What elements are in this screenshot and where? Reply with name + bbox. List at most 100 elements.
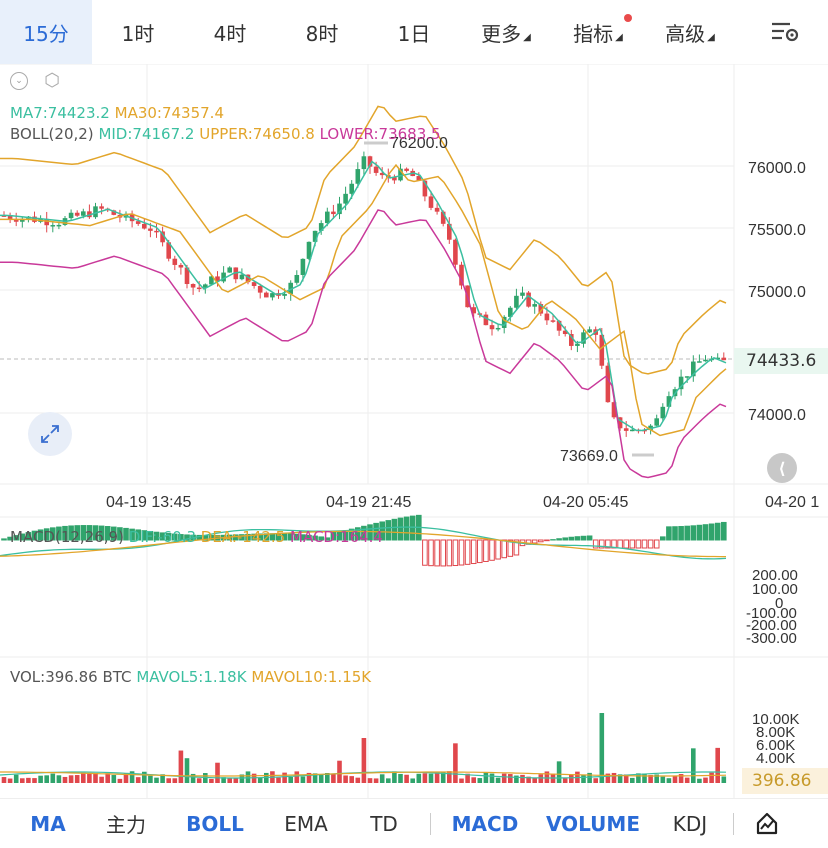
candle-body — [325, 212, 330, 223]
volume-bar — [667, 778, 672, 783]
candle-body — [57, 225, 62, 227]
indicator-volume[interactable]: VOLUME — [539, 799, 647, 848]
indicator-ma[interactable]: MA — [0, 799, 96, 848]
collapse-chevron-icon[interactable]: ⌄ — [10, 72, 28, 90]
macd-histogram-bar — [471, 540, 476, 564]
macd-histogram-bar — [557, 539, 562, 540]
volume-bar — [593, 778, 598, 783]
volume-bar — [105, 773, 110, 783]
macd-histogram-bar — [569, 537, 574, 540]
scroll-to-latest-button[interactable]: ⟨ — [767, 453, 797, 483]
volume-bar — [136, 777, 141, 783]
volume-bar — [93, 773, 98, 783]
macd-title: MACD(12,26,9) — [10, 528, 124, 546]
volume-bar — [569, 774, 574, 783]
volume-bar — [81, 773, 86, 783]
tab-more[interactable]: 更多◢ — [460, 0, 552, 64]
volume-bar — [673, 776, 678, 783]
boll-title: BOLL(20,2) — [10, 125, 94, 143]
vol-legend: VOL:396.86 BTC MAVOL5:1.18K MAVOL10:1.15… — [10, 668, 371, 686]
indicator-macd[interactable]: MACD — [431, 799, 539, 848]
macd-histogram-bar — [624, 540, 629, 548]
chevron-left-icon: ⟨ — [778, 459, 785, 478]
tab-15m[interactable]: 15分 — [0, 0, 92, 64]
macd-histogram-bar — [429, 540, 434, 566]
candle-body — [654, 418, 659, 425]
tab-1d[interactable]: 1日 — [368, 0, 460, 64]
candle-body — [81, 211, 86, 215]
expand-icon — [39, 423, 61, 445]
candle-body — [93, 206, 98, 217]
candle-body — [331, 212, 336, 214]
volume-bar — [545, 771, 550, 783]
ma30-value: MA30:74357.4 — [115, 104, 224, 122]
candle-body — [490, 325, 495, 329]
volume-bar — [154, 778, 159, 783]
macd-histogram-bar — [392, 519, 397, 540]
candle-body — [484, 315, 489, 326]
macd-histogram-bar — [691, 526, 696, 540]
ma7-value: MA7:74423.2 — [10, 104, 110, 122]
candle-body — [453, 240, 458, 265]
volume-bar — [356, 778, 361, 783]
macd-histogram-bar — [441, 540, 446, 566]
boll-upper-line — [0, 106, 726, 374]
indicator-settings-icon[interactable]: ⬡ — [42, 71, 62, 91]
volume-bar — [173, 778, 178, 783]
price-axis-label: 75500.0 — [748, 222, 806, 239]
candle-body — [69, 213, 74, 218]
macd-histogram-bar — [545, 540, 550, 541]
indicator-boll[interactable]: BOLL — [156, 799, 274, 848]
indicator-main-force[interactable]: 主力 — [96, 799, 156, 848]
macd-histogram-bar — [386, 521, 391, 540]
candle-body — [349, 184, 354, 194]
volume-bar — [142, 772, 147, 783]
candle-body — [551, 320, 556, 322]
volume-bar — [197, 778, 202, 783]
indicator-ema[interactable]: EMA — [274, 799, 338, 848]
vol-axis-label: 4.00K — [756, 750, 795, 767]
fullscreen-expand-button[interactable] — [28, 412, 72, 456]
tab-1h[interactable]: 1时 — [92, 0, 184, 64]
volume-bar — [557, 761, 562, 783]
volume-bar — [459, 779, 464, 783]
candle-body — [301, 259, 306, 275]
candle-body — [587, 329, 592, 332]
macd-value: MACD:164.4 — [290, 528, 383, 546]
candle-body — [240, 275, 245, 280]
tab-indicators[interactable]: 指标◢ — [552, 0, 644, 64]
macd-histogram-bar — [532, 540, 537, 543]
volume-bar — [258, 778, 263, 783]
volume-bar — [715, 748, 720, 783]
candle-body — [435, 208, 440, 212]
volume-bar — [630, 778, 635, 783]
vol-title: VOL:396.86 BTC — [10, 668, 132, 686]
dropdown-triangle-icon: ◢ — [615, 32, 623, 43]
volume-bar — [410, 778, 415, 783]
chart-settings-icon[interactable] — [770, 20, 800, 44]
volume-bar — [319, 775, 324, 783]
kline-chart[interactable]: 76200.0 73669.0 76000.0 75500.0 75000.0 … — [0, 64, 828, 798]
dropdown-triangle-icon: ◢ — [707, 32, 715, 43]
candle-body — [520, 293, 525, 296]
candle-body — [295, 275, 300, 283]
candle-body — [154, 231, 159, 233]
volume-bar — [63, 777, 68, 783]
candle-body — [575, 344, 580, 346]
volume-bar — [2, 777, 7, 783]
indicator-td[interactable]: TD — [338, 799, 430, 848]
tab-4h[interactable]: 4时 — [184, 0, 276, 64]
tab-advanced[interactable]: 高级◢ — [644, 0, 736, 64]
indicator-kdj[interactable]: KDJ — [647, 799, 733, 848]
candle-body — [51, 225, 56, 227]
volume-bar — [417, 774, 422, 783]
volume-bar — [612, 773, 617, 783]
tab-8h[interactable]: 8时 — [276, 0, 368, 64]
macd-histogram-bar — [630, 540, 635, 548]
boll-mid: MID:74167.2 — [98, 125, 194, 143]
volume-bar — [69, 775, 74, 783]
macd-histogram-bar — [423, 540, 428, 565]
volume-bar — [331, 774, 336, 783]
macd-histogram-bar — [496, 540, 501, 559]
chart-type-button[interactable] — [734, 799, 800, 848]
